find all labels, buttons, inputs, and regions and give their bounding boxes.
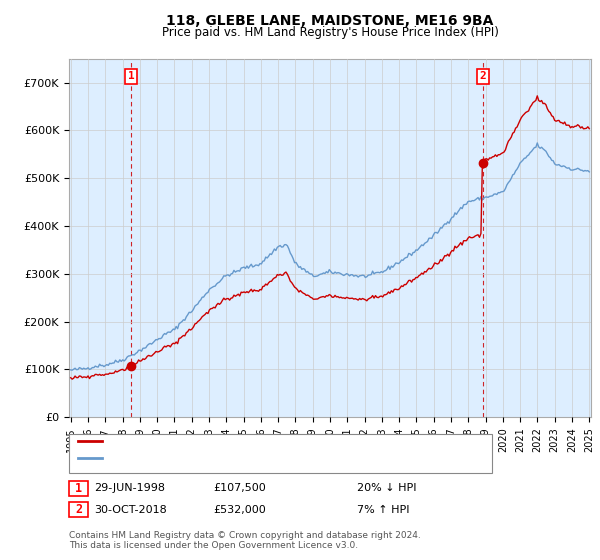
Text: 118, GLEBE LANE, MAIDSTONE, ME16 9BA (detached house): 118, GLEBE LANE, MAIDSTONE, ME16 9BA (de… <box>106 436 421 446</box>
Text: Contains HM Land Registry data © Crown copyright and database right 2024.
This d: Contains HM Land Registry data © Crown c… <box>69 530 421 550</box>
Text: 118, GLEBE LANE, MAIDSTONE, ME16 9BA: 118, GLEBE LANE, MAIDSTONE, ME16 9BA <box>166 14 494 28</box>
Text: 2: 2 <box>479 71 486 81</box>
Text: 1: 1 <box>75 482 82 495</box>
Text: £107,500: £107,500 <box>213 483 266 493</box>
Text: 20% ↓ HPI: 20% ↓ HPI <box>357 483 416 493</box>
Text: 30-OCT-2018: 30-OCT-2018 <box>94 505 167 515</box>
Text: 2: 2 <box>75 503 82 516</box>
Text: HPI: Average price, detached house, Maidstone: HPI: Average price, detached house, Maid… <box>106 453 353 463</box>
Text: 7% ↑ HPI: 7% ↑ HPI <box>357 505 409 515</box>
Text: Price paid vs. HM Land Registry's House Price Index (HPI): Price paid vs. HM Land Registry's House … <box>161 26 499 39</box>
Text: £532,000: £532,000 <box>213 505 266 515</box>
Text: 1: 1 <box>128 71 134 81</box>
Text: 29-JUN-1998: 29-JUN-1998 <box>94 483 165 493</box>
